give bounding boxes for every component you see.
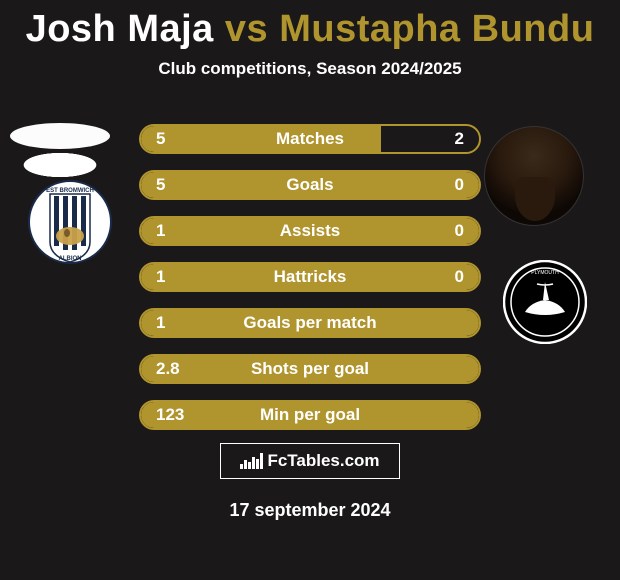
brand-badge: FcTables.com bbox=[220, 443, 400, 479]
player2-name: Mustapha Bundu bbox=[279, 8, 594, 50]
stat-row: 1 Goals per match bbox=[139, 308, 481, 338]
stat-value-right: 0 bbox=[455, 267, 464, 287]
stat-label: Min per goal bbox=[260, 405, 360, 425]
stat-row: 5 Goals 0 bbox=[139, 170, 481, 200]
stat-value-right: 0 bbox=[455, 175, 464, 195]
stat-value-left: 1 bbox=[156, 267, 165, 287]
stat-value-right: 0 bbox=[455, 221, 464, 241]
stat-label: Shots per goal bbox=[251, 359, 369, 379]
stat-label: Goals per match bbox=[243, 313, 376, 333]
player1-name: Josh Maja bbox=[26, 8, 214, 50]
svg-text:ALBION: ALBION bbox=[59, 256, 82, 262]
stat-rows: 5 Matches 2 5 Goals 0 1 Assists 0 1 Hattricks 0 1 Goa… bbox=[139, 124, 481, 446]
stat-row: 1 Hattricks 0 bbox=[139, 262, 481, 292]
stat-value-left: 123 bbox=[156, 405, 184, 425]
svg-text:EST BROMWICH: EST BROMWICH bbox=[46, 188, 94, 194]
stat-label: Goals bbox=[286, 175, 333, 195]
player1-club-badge: EST BROMWICH ALBION bbox=[28, 180, 112, 264]
stat-row: 1 Assists 0 bbox=[139, 216, 481, 246]
stat-label: Hattricks bbox=[274, 267, 347, 287]
stat-row: 123 Min per goal bbox=[139, 400, 481, 430]
stat-value-left: 5 bbox=[156, 175, 165, 195]
date-text: 17 september 2024 bbox=[0, 500, 620, 521]
vs-text: vs bbox=[225, 8, 268, 50]
comparison-title: Josh Maja vs Mustapha Bundu bbox=[0, 0, 620, 51]
subtitle: Club competitions, Season 2024/2025 bbox=[0, 59, 620, 79]
player2-avatar bbox=[484, 126, 584, 226]
stat-label: Assists bbox=[280, 221, 340, 241]
stat-value-left: 1 bbox=[156, 221, 165, 241]
svg-text:PLYMOUTH: PLYMOUTH bbox=[531, 270, 559, 276]
stat-row: 5 Matches 2 bbox=[139, 124, 481, 154]
stat-fill bbox=[141, 126, 381, 152]
brand-text: FcTables.com bbox=[267, 451, 379, 471]
stat-label: Matches bbox=[276, 129, 344, 149]
stat-value-left: 2.8 bbox=[156, 359, 180, 379]
stat-value-right: 2 bbox=[455, 129, 464, 149]
stat-value-left: 5 bbox=[156, 129, 165, 149]
brand-bars-icon bbox=[240, 453, 263, 469]
player2-club-badge: PLYMOUTH bbox=[503, 260, 587, 344]
stat-value-left: 1 bbox=[156, 313, 165, 333]
stat-row: 2.8 Shots per goal bbox=[139, 354, 481, 384]
